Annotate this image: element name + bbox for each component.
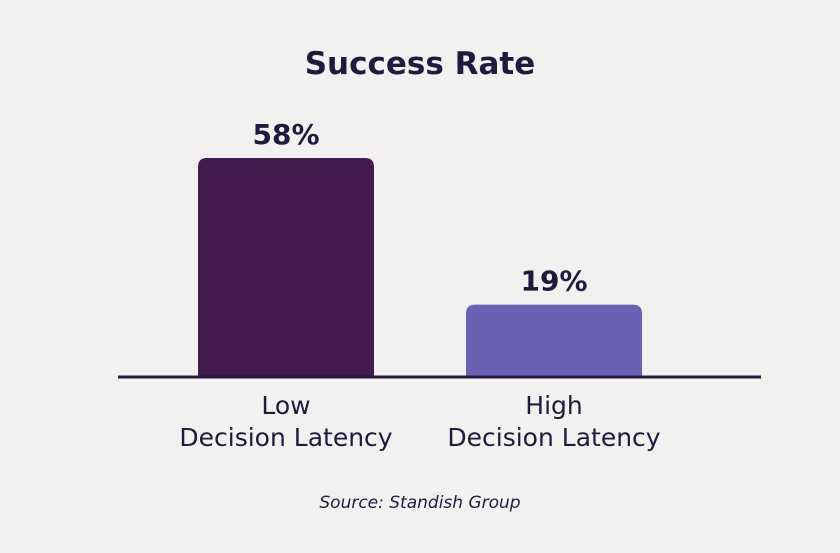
source-note: Source: Standish Group <box>319 493 520 513</box>
category-label-1-line-0: High <box>525 391 582 420</box>
category-label-0-line-0: Low <box>261 391 310 420</box>
category-label-1-line-1: Decision Latency <box>447 423 660 452</box>
bar-1 <box>466 304 642 376</box>
category-label-0-line-1: Decision Latency <box>179 423 392 452</box>
bar-0 <box>198 158 374 376</box>
value-label-0: 58% <box>252 118 319 151</box>
value-label-1: 19% <box>520 265 587 298</box>
category-labels: Low Decision Latency High Decision Latency <box>179 391 660 452</box>
bars-layer: 58% 19% <box>198 118 642 376</box>
chart-title: Success Rate <box>305 46 536 82</box>
